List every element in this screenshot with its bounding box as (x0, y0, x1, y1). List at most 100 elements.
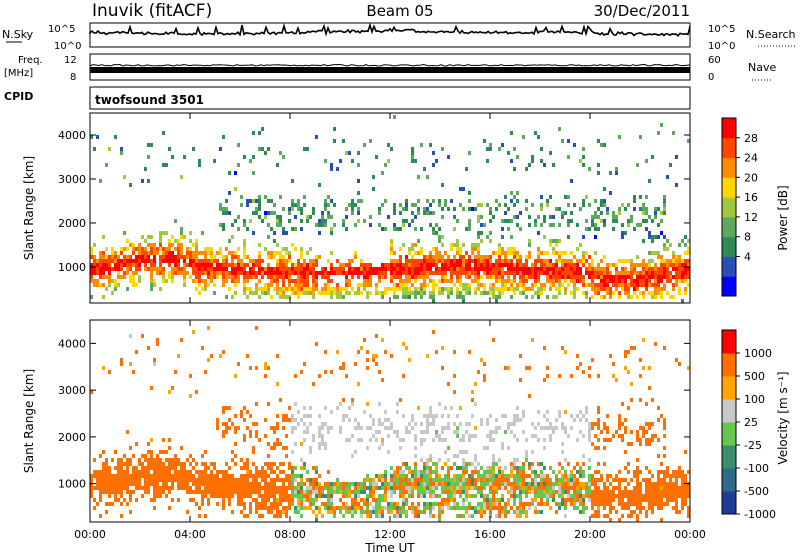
velocity-cell (129, 462, 132, 466)
power-cell (174, 259, 177, 263)
power-cell (453, 207, 456, 211)
power-cell (489, 255, 492, 259)
velocity-cell (264, 478, 267, 482)
velocity-cell (102, 482, 105, 486)
velocity-cell (633, 494, 636, 498)
power-cell (222, 283, 225, 287)
power-cell (411, 159, 414, 163)
velocity-cell (345, 482, 348, 486)
power-cell (486, 291, 489, 295)
power-cell (108, 147, 111, 151)
power-cell (225, 207, 228, 211)
power-cell (393, 287, 396, 291)
velocity-cell (225, 406, 228, 410)
velocity-cell (681, 490, 684, 494)
power-cell (171, 279, 174, 283)
velocity-cell (627, 514, 630, 518)
velocity-cell (303, 506, 306, 510)
velocity-cell (366, 498, 369, 502)
velocity-cell (636, 474, 639, 478)
power-cell (360, 263, 363, 267)
velocity-cell (138, 478, 141, 482)
power-cell (528, 271, 531, 275)
power-cell (498, 203, 501, 207)
velocity-cell (417, 482, 420, 486)
velocity-cell (564, 430, 567, 434)
velocity-cell (405, 466, 408, 470)
velocity-cell (471, 414, 474, 418)
power-cell (519, 275, 522, 279)
power-cell (288, 207, 291, 211)
velocity-cell (663, 470, 666, 474)
velocity-cell (168, 458, 171, 462)
velocity-cell (204, 370, 207, 374)
velocity-cell (300, 482, 303, 486)
velocity-cell (588, 486, 591, 490)
velocity-cell (546, 486, 549, 490)
velocity-cell (555, 510, 558, 514)
velocity-cell (597, 514, 600, 518)
velocity-cell (501, 446, 504, 450)
power-cell (477, 203, 480, 207)
power-cell (429, 259, 432, 263)
power-cell (654, 279, 657, 283)
velocity-cell (381, 474, 384, 478)
velocity-cell (453, 506, 456, 510)
velocity-cell (165, 494, 168, 498)
velocity-cell (450, 466, 453, 470)
velocity-cell (621, 438, 624, 442)
velocity-cell (315, 478, 318, 482)
power-cell (468, 291, 471, 295)
velocity-cell (195, 478, 198, 482)
velocity-cell (489, 466, 492, 470)
power-cell (300, 251, 303, 255)
power-cell (276, 223, 279, 227)
power-cell (675, 283, 678, 287)
power-cell (462, 243, 465, 247)
velocity-cell (621, 422, 624, 426)
power-cell (228, 171, 231, 175)
power-cell (159, 287, 162, 291)
velocity-cell (372, 482, 375, 486)
velocity-cell (537, 462, 540, 466)
velocity-cell (417, 506, 420, 510)
power-cell (567, 139, 570, 143)
power-cell (243, 255, 246, 259)
velocity-cell (282, 490, 285, 494)
power-cell (390, 239, 393, 243)
power-cell (213, 283, 216, 287)
velocity-cell (657, 438, 660, 442)
power-cell (339, 295, 342, 299)
power-cell (636, 255, 639, 259)
velocity-cell (144, 470, 147, 474)
velocity-cell (162, 462, 165, 466)
velocity-cell (180, 466, 183, 470)
velocity-cell (246, 486, 249, 490)
velocity-cell (483, 378, 486, 382)
velocity-cell (648, 494, 651, 498)
power-cell (513, 291, 516, 295)
velocity-cell (423, 478, 426, 482)
power-cell (261, 267, 264, 271)
velocity-cell (516, 506, 519, 510)
power-cell (297, 279, 300, 283)
power-cell (294, 247, 297, 251)
velocity-cell (402, 414, 405, 418)
velocity-cell (630, 430, 633, 434)
colorbar-swatch (722, 445, 736, 469)
velocity-cell (648, 470, 651, 474)
velocity-cell (309, 486, 312, 490)
power-cell (456, 243, 459, 247)
power-cell (636, 271, 639, 275)
power-cell (477, 231, 480, 235)
velocity-cell (102, 470, 105, 474)
velocity-cell (126, 482, 129, 486)
velocity-cell (147, 466, 150, 470)
power-cell (117, 271, 120, 275)
power-cell (150, 267, 153, 271)
power-cell (468, 227, 471, 231)
velocity-cell (204, 494, 207, 498)
power-cell (474, 271, 477, 275)
power-cell (126, 259, 129, 263)
power-cell (135, 283, 138, 287)
